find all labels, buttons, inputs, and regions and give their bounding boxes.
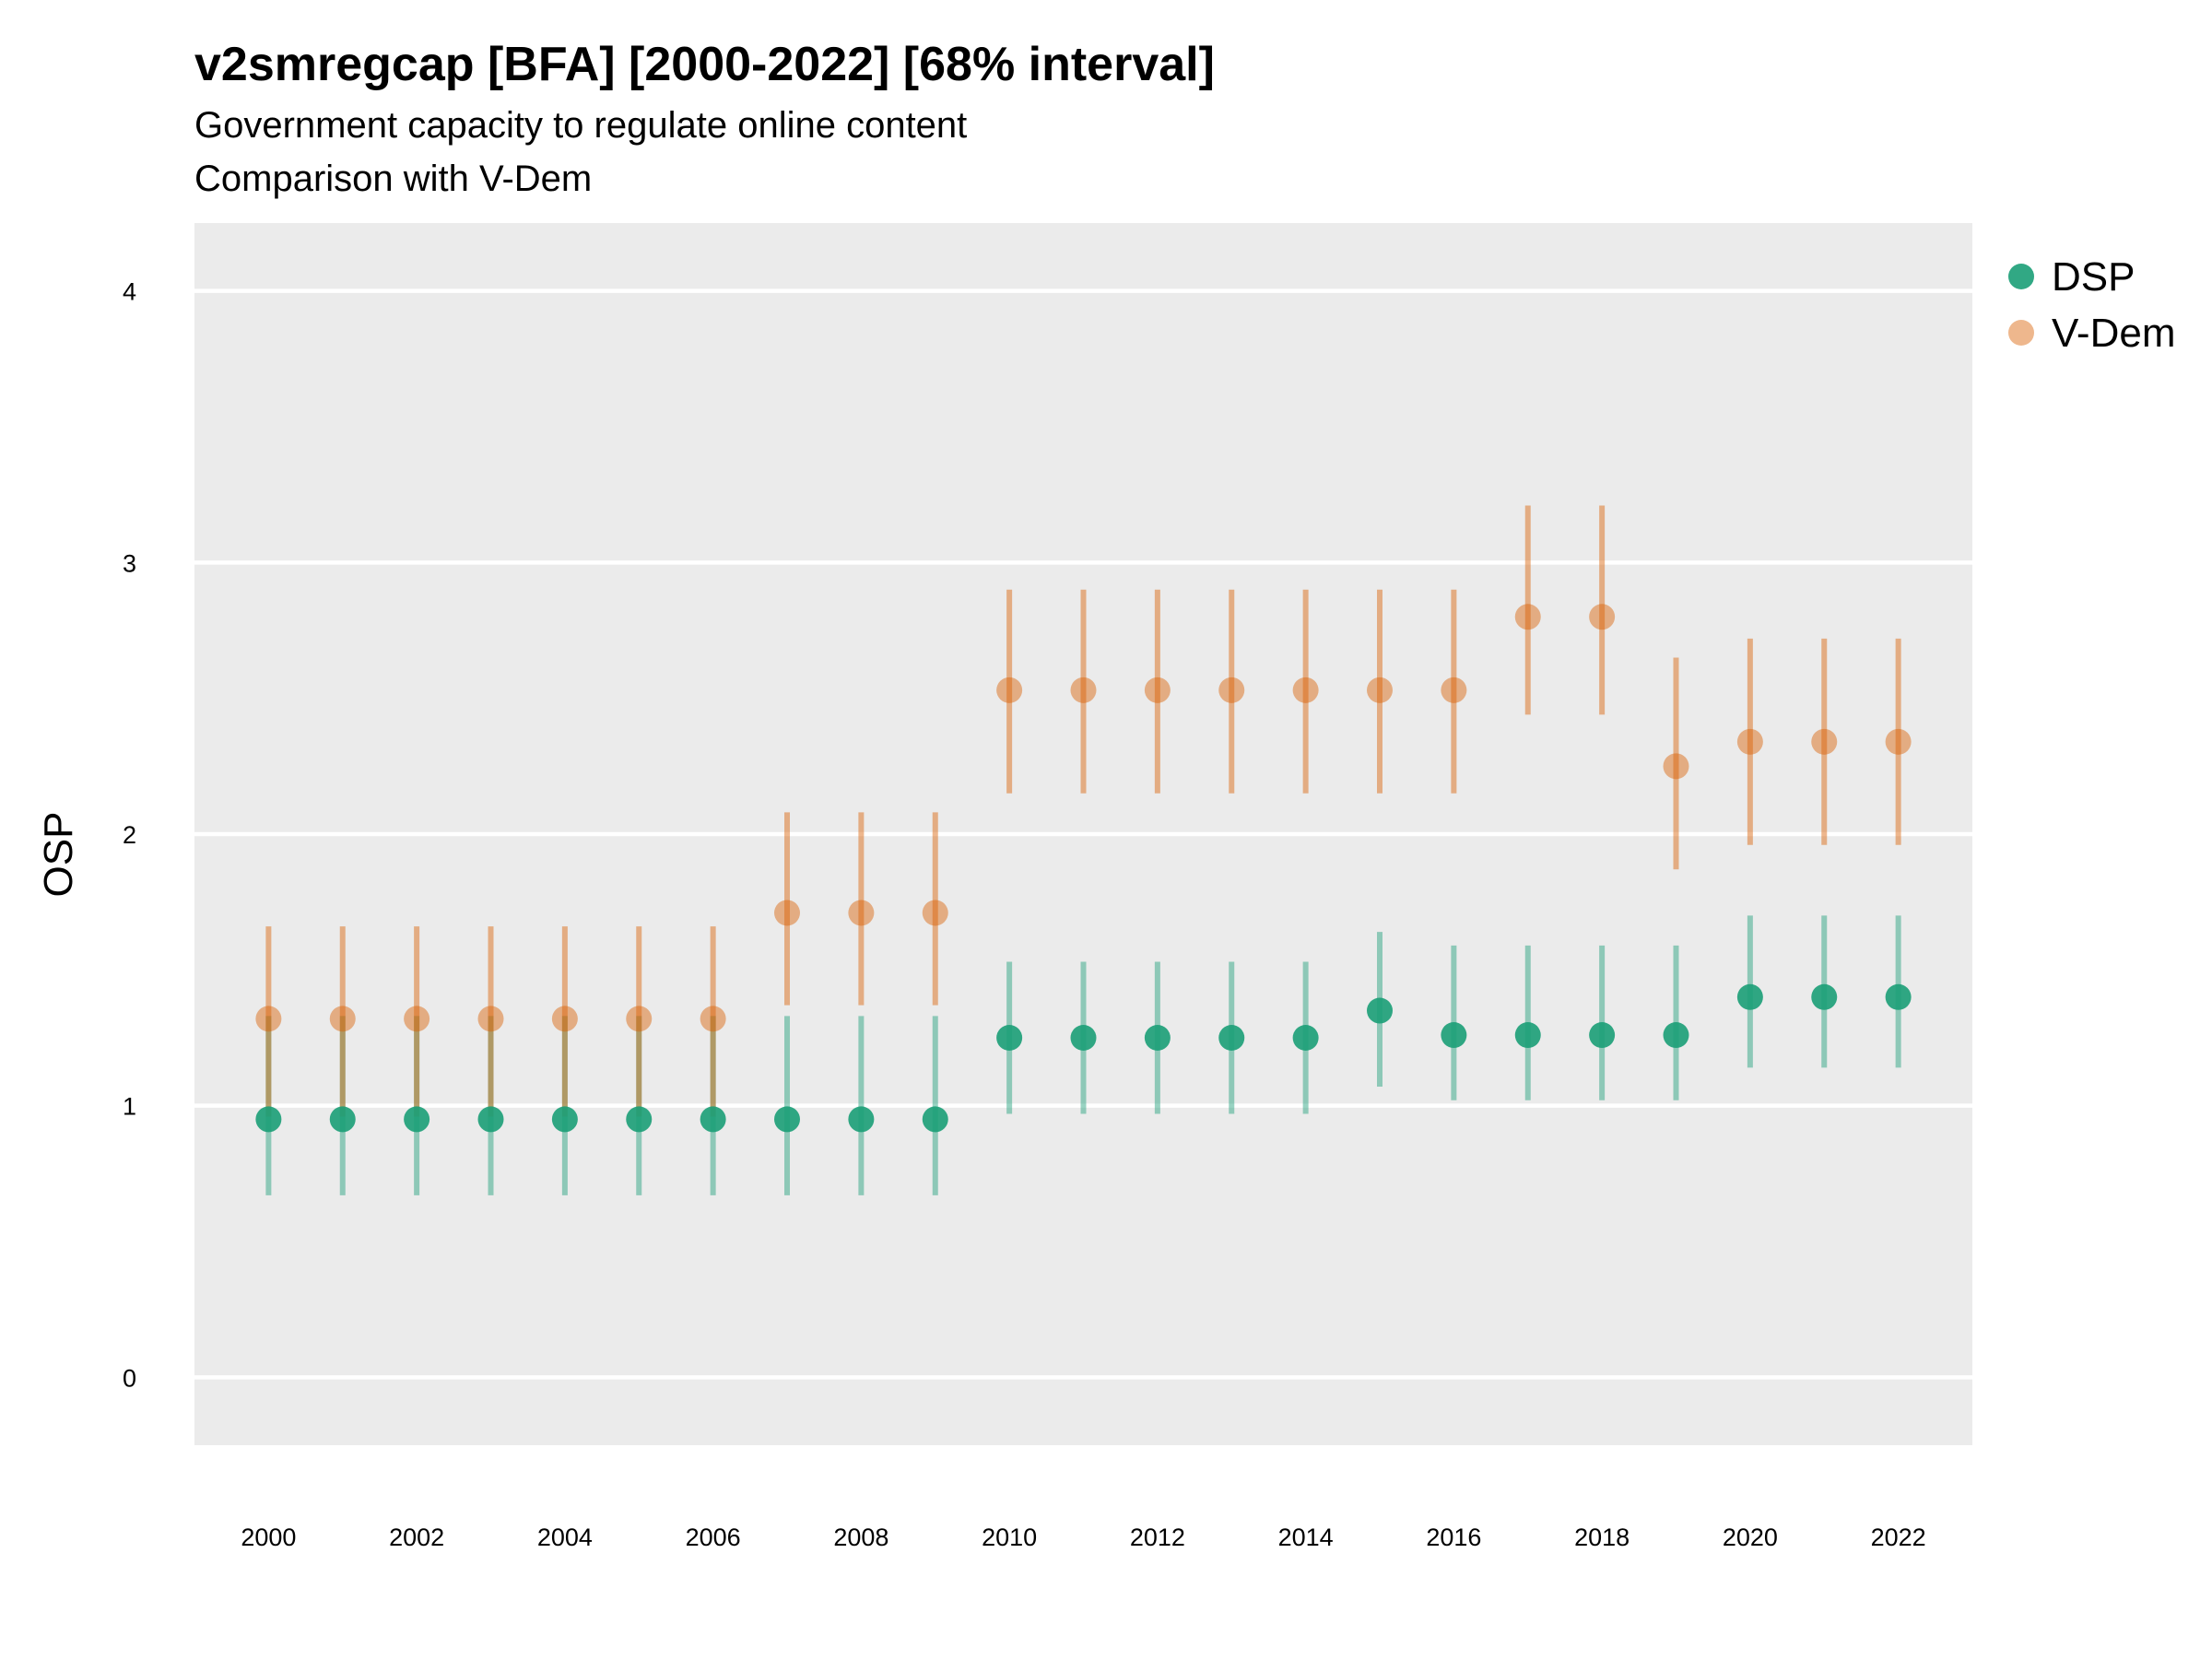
dsp-point	[1441, 1022, 1467, 1049]
vdem-point	[700, 1006, 726, 1032]
y-tick-label: 1	[123, 1093, 136, 1121]
dsp-point	[1811, 983, 1838, 1010]
dsp-point	[1070, 1025, 1097, 1051]
legend-key-dsp	[2008, 264, 2034, 289]
chart-subtitle-comparison: Comparison with V-Dem	[194, 159, 593, 199]
vdem-point	[1736, 728, 1763, 755]
dsp-point	[1736, 983, 1763, 1010]
dsp-point	[774, 1106, 800, 1133]
y-tick-label: 4	[123, 278, 136, 306]
dsp-points-group	[255, 983, 1912, 1133]
x-tick-label: 2020	[1723, 1524, 1778, 1551]
y-axis-ticks: 0 1 2 3 4	[123, 278, 136, 1393]
chart-subtitle: Government capacity to regulate online c…	[194, 105, 968, 146]
vdem-point	[1292, 677, 1319, 703]
vdem-point	[774, 900, 800, 926]
y-gridlines	[194, 288, 1972, 1380]
dsp-point	[551, 1106, 578, 1133]
dsp-point	[922, 1106, 948, 1133]
vdem-point	[626, 1006, 653, 1032]
vdem-point	[1070, 677, 1097, 703]
dsp-point	[996, 1025, 1023, 1051]
dsp-point	[1589, 1022, 1616, 1049]
chart-title: v2smregcap [BFA] [2000-2022] [68% interv…	[194, 38, 1215, 91]
x-tick-label: 2002	[389, 1524, 444, 1551]
vdem-interval-group	[265, 505, 1901, 1117]
dsp-point	[1885, 983, 1912, 1010]
dsp-point	[329, 1106, 356, 1133]
dsp-point	[1663, 1022, 1689, 1049]
vdem-point	[996, 677, 1023, 703]
dsp-point	[1292, 1025, 1319, 1051]
vdem-point	[477, 1006, 504, 1032]
legend: DSP V-Dem	[2008, 254, 2175, 356]
y-tick-label: 3	[123, 549, 136, 577]
dsp-point	[404, 1106, 430, 1133]
dsp-point	[477, 1106, 504, 1133]
x-tick-label: 2004	[537, 1524, 593, 1551]
dsp-point	[1218, 1025, 1245, 1051]
legend-label-dsp: DSP	[2052, 254, 2135, 300]
x-tick-label: 2022	[1871, 1524, 1926, 1551]
vdem-point	[1144, 677, 1171, 703]
dsp-point	[1514, 1022, 1541, 1049]
vdem-point	[1885, 728, 1912, 755]
x-tick-label: 2010	[982, 1524, 1037, 1551]
vdem-points-group	[255, 604, 1912, 1032]
vdem-point	[1218, 677, 1245, 703]
dsp-point	[700, 1106, 726, 1133]
x-tick-label: 2014	[1278, 1524, 1334, 1551]
vdem-point	[329, 1006, 356, 1032]
y-tick-label: 0	[123, 1364, 136, 1392]
dsp-point	[626, 1106, 653, 1133]
x-tick-label: 2008	[833, 1524, 888, 1551]
x-tick-label: 2018	[1574, 1524, 1630, 1551]
vdem-point	[1441, 677, 1467, 703]
legend-label-vdem: V-Dem	[2052, 311, 2175, 356]
vdem-point	[255, 1006, 282, 1032]
dsp-point	[848, 1106, 875, 1133]
vdem-point	[551, 1006, 578, 1032]
vdem-point	[1367, 677, 1393, 703]
vdem-point	[1514, 604, 1541, 630]
x-axis-ticks: 2000 2002 2004 2006 2008 2010 2012 2014 2016 2018…	[241, 1524, 1925, 1551]
vdem-point	[1663, 753, 1689, 780]
vdem-point	[404, 1006, 430, 1032]
x-tick-label: 2012	[1130, 1524, 1185, 1551]
vdem-point	[922, 900, 948, 926]
y-tick-label: 2	[123, 821, 136, 849]
dsp-point	[255, 1106, 282, 1133]
vdem-point	[1589, 604, 1616, 630]
dsp-point	[1144, 1025, 1171, 1051]
x-tick-label: 2016	[1426, 1524, 1481, 1551]
dsp-point	[1367, 997, 1393, 1024]
legend-key-vdem	[2008, 320, 2034, 346]
x-tick-label: 2000	[241, 1524, 296, 1551]
vdem-point	[848, 900, 875, 926]
y-axis-label: OSP	[36, 812, 81, 898]
vdem-point	[1811, 728, 1838, 755]
x-tick-label: 2006	[686, 1524, 741, 1551]
